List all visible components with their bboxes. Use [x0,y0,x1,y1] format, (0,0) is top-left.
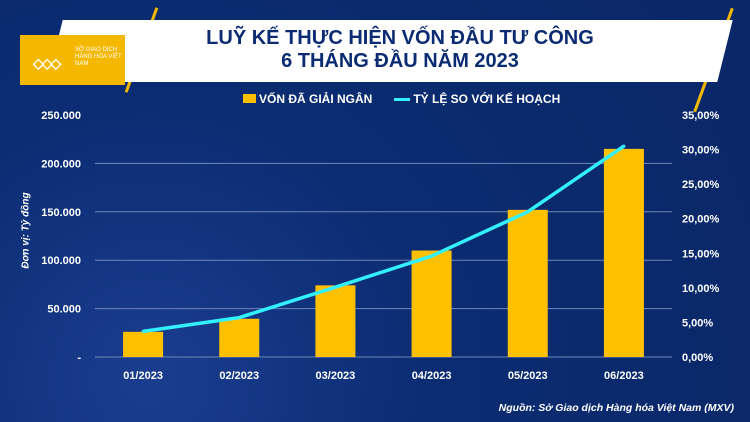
legend-label: VỐN ĐÃ GIẢI NGÂN [259,92,373,106]
y-tick-label: 50.000 [47,304,81,316]
y-tick-label: 250.000 [41,110,81,122]
legend-label: TỶ LỆ SO VỚI KẾ HOẠCH [413,92,561,106]
y-tick-label: - [77,352,81,364]
legend-item-bar: VỐN ĐÃ GIẢI NGÂN [243,92,372,106]
title-line-2: 6 THÁNG ĐẦU NĂM 2023 [281,50,519,72]
line-point [622,144,626,148]
y2-tick-label: 35,00% [682,110,720,122]
line-point [141,329,145,333]
x-tick-label: 01/2023 [123,370,163,382]
x-tick-label: 03/2023 [316,370,356,382]
logo-text: SỞ GIAO DỊCH HÀNG HÓA VIỆT NAM [75,47,122,67]
y2-tick-label: 30,00% [682,145,720,157]
line-point [430,254,434,258]
legend-swatch [243,94,256,103]
y-tick-label: 100.000 [41,255,81,267]
y2-tick-label: 0,00% [682,352,713,364]
title-line-1: LUỸ KẾ THỰC HIỆN VỐN ĐẦU TƯ CÔNG [206,27,594,49]
y2-tick-label: 20,00% [682,214,720,226]
line-point [526,210,530,214]
line-point [333,285,337,289]
x-tick-label: 05/2023 [508,370,548,382]
y2-tick-label: 10,00% [682,283,720,295]
bar [507,209,548,357]
y2-tick-label: 15,00% [682,248,720,260]
logo-icon: ◇◇◇ [33,55,61,71]
legend-swatch [394,98,411,102]
x-tick-label: 04/2023 [412,370,452,382]
bar [411,250,452,357]
line-series [142,144,625,334]
chart-title: LUỸ KẾ THỰC HIỆN VỐN ĐẦU TƯ CÔNG 6 THÁNG… [150,27,650,73]
line-point [237,316,241,320]
legend: VỐN ĐÃ GIẢI NGÂN TỶ LỆ SO VỚI KẾ HOẠCH [243,92,560,106]
x-tick-label: 06/2023 [604,370,644,382]
bar [315,285,356,357]
y2-tick-label: 5,00% [682,317,713,329]
x-tick-label: 02/2023 [219,370,259,382]
y-tick-label: 150.000 [41,207,81,219]
bar [603,148,644,357]
y-tick-label: 200.000 [41,158,81,170]
logo: ◇◇◇ SỞ GIAO DỊCH HÀNG HÓA VIỆT NAM [20,35,125,85]
source-note: Nguồn: Sở Giao dịch Hàng hóa Việt Nam (M… [498,402,734,414]
y2-tick-label: 25,00% [682,179,720,191]
legend-item-line: TỶ LỆ SO VỚI KẾ HOẠCH [394,92,560,106]
bar [123,331,164,357]
bar [219,318,260,357]
